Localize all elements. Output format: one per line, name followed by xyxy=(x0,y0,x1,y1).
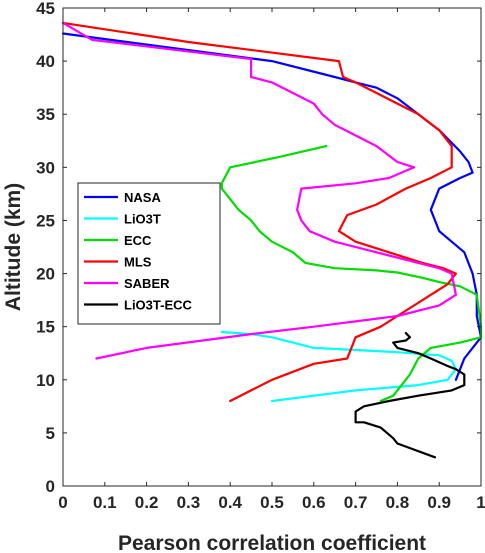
series-line-nasa xyxy=(61,32,483,381)
x-axis-label: Pearson correlation coefficient xyxy=(118,532,426,553)
legend-label: NASA xyxy=(124,190,161,205)
x-tick-label: 0.7 xyxy=(344,493,368,512)
x-tick-label: 1 xyxy=(476,493,485,512)
x-tick-label: 0.1 xyxy=(93,493,117,512)
y-tick-label: 45 xyxy=(36,0,55,18)
legend-label: MLS xyxy=(124,255,152,270)
x-tick-label: 0.2 xyxy=(135,493,159,512)
series-line-mls xyxy=(61,21,457,403)
legend-label: LiO3T-ECC xyxy=(124,298,193,313)
y-tick-label: 10 xyxy=(36,371,55,390)
x-tick-label: 0 xyxy=(58,493,67,512)
y-tick-label: 40 xyxy=(36,52,55,71)
legend: NASA LiO3T ECC MLS SABER LiO3T-ECC xyxy=(77,182,221,325)
x-tick-label: 0.4 xyxy=(218,493,242,512)
y-tick-label: 0 xyxy=(46,477,55,496)
x-tick-label: 0.5 xyxy=(260,493,284,512)
y-axis-label: Altitude (km) xyxy=(2,183,25,311)
legend-label: LiO3T xyxy=(124,212,161,227)
y-tick-label: 25 xyxy=(36,211,55,230)
x-tick-label: 0.6 xyxy=(302,493,326,512)
series-line-lio3t xyxy=(220,330,457,403)
legend-label: SABER xyxy=(124,276,170,291)
y-tick-label: 5 xyxy=(46,424,55,443)
y-tick-label: 15 xyxy=(36,318,55,337)
x-tick-label: 0.8 xyxy=(386,493,410,512)
x-tick-label: 0.9 xyxy=(427,493,451,512)
legend-box xyxy=(77,182,221,325)
plot-lines xyxy=(61,21,483,459)
y-tick-label: 30 xyxy=(36,158,55,177)
series-line-lio3t-ecc xyxy=(354,331,466,459)
y-tick-label: 35 xyxy=(36,105,55,124)
x-axis: 0 0.1 0.2 0.3 0.4 0.5 0.6 0.7 0.8 0.9 1 xyxy=(58,8,485,512)
x-tick-label: 0.3 xyxy=(177,493,201,512)
series-line-saber xyxy=(61,21,457,360)
y-tick-label: 20 xyxy=(36,265,55,284)
y-axis: 0 5 10 15 20 25 30 35 40 45 xyxy=(36,0,481,496)
legend-label: ECC xyxy=(124,233,152,248)
